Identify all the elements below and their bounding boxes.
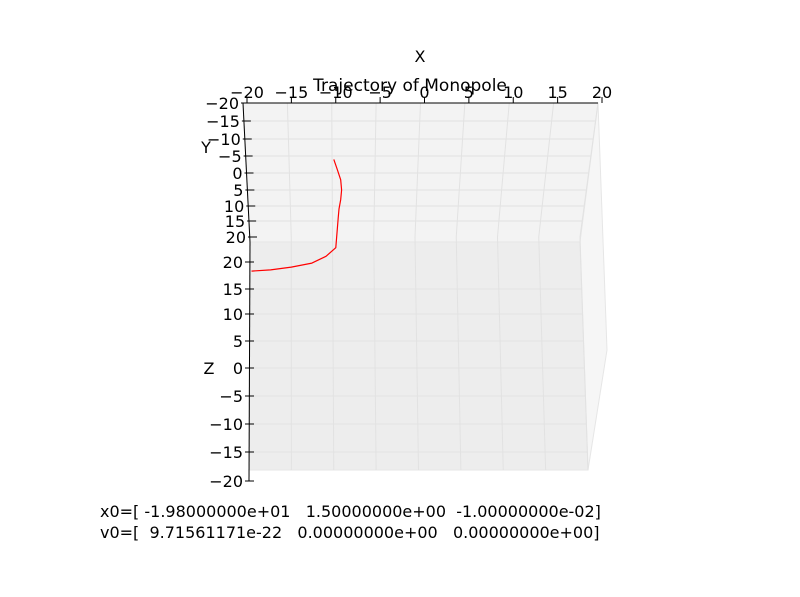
x-grid-line bbox=[496, 102, 510, 471]
y-tick-label: 20 bbox=[226, 228, 246, 247]
y-tick-label: −10 bbox=[207, 130, 241, 149]
z-axis-line bbox=[248, 241, 251, 482]
x-tick-label: 15 bbox=[547, 83, 567, 102]
v0-caption: v0=[ 9.71561171e-22 0.00000000e+00 0.000… bbox=[100, 523, 600, 542]
z-tick-label: 5 bbox=[233, 332, 243, 351]
z-tick-label: 0 bbox=[233, 359, 243, 378]
front-pane bbox=[248, 241, 589, 471]
x-tick-label: 20 bbox=[592, 83, 612, 102]
x-tick-label: 0 bbox=[419, 83, 429, 102]
y-tick-label: 5 bbox=[233, 181, 243, 200]
z-tick-label: 15 bbox=[223, 280, 243, 299]
grid-lines bbox=[242, 102, 599, 471]
chart-title: Trajectory of Monopole bbox=[312, 76, 507, 96]
x-tick-label: −20 bbox=[230, 83, 264, 102]
z-axis-label: Z bbox=[204, 359, 215, 378]
z-tick-label: −20 bbox=[209, 472, 243, 491]
y-tick-label: −5 bbox=[218, 147, 242, 166]
z-tick-label: −5 bbox=[219, 387, 243, 406]
x-grid-line bbox=[414, 102, 421, 471]
x-grid-line bbox=[373, 102, 377, 471]
axes: −20 −15 −10 −5 0 5 10 15 20−20−15−10−50510152020… bbox=[205, 83, 612, 491]
z-tick-label: −10 bbox=[209, 415, 243, 434]
x-grid-line bbox=[579, 102, 599, 471]
x-tick-label: −5 bbox=[368, 83, 392, 102]
y-tick-label: −20 bbox=[205, 94, 239, 113]
z-tick-label: 20 bbox=[223, 253, 243, 272]
x-grid-line bbox=[455, 102, 466, 471]
y-axis-label: Y bbox=[200, 138, 211, 157]
y-tick-label: 10 bbox=[224, 197, 244, 216]
series-layer bbox=[251, 159, 343, 272]
x-grid-line bbox=[286, 102, 292, 471]
z-tick-label: 10 bbox=[223, 305, 243, 324]
y-tick-label: 0 bbox=[232, 164, 242, 183]
x-axis-label: X bbox=[415, 47, 426, 66]
z-tick-label: −15 bbox=[209, 443, 243, 462]
x-tick-label: 5 bbox=[464, 83, 474, 102]
x-tick-label: −10 bbox=[319, 83, 353, 102]
y-tick-label: −15 bbox=[206, 112, 240, 131]
x-tick-label: −15 bbox=[274, 83, 308, 102]
x-tick-label: 10 bbox=[503, 83, 523, 102]
trajectory-line bbox=[251, 159, 343, 272]
x-grid-line bbox=[331, 102, 335, 471]
x0-caption: x0=[ -1.98000000e+01 1.50000000e+00 -1.0… bbox=[100, 502, 601, 521]
x-grid-line bbox=[538, 102, 555, 471]
y-tick-label: 15 bbox=[225, 212, 245, 231]
